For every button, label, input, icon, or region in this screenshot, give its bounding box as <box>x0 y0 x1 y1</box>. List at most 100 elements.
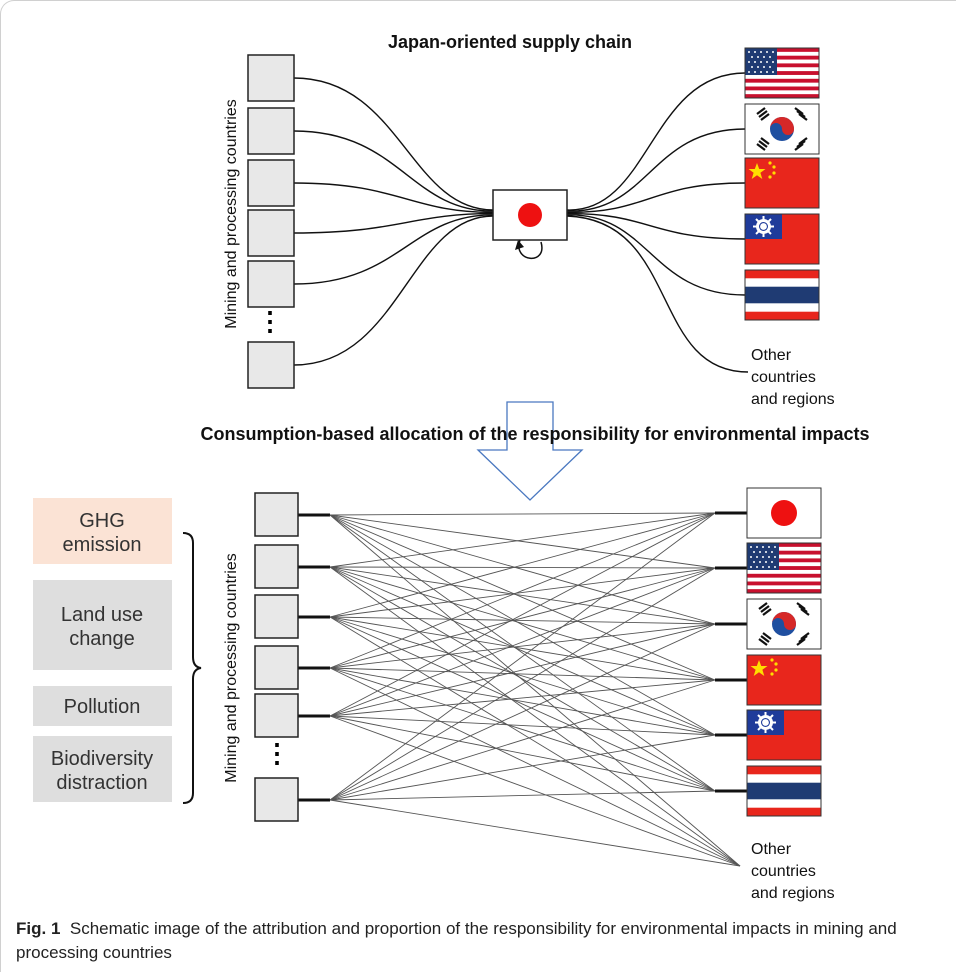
allocation-link <box>329 512 716 516</box>
source-box-2 <box>247 107 295 155</box>
self-loop-arrowhead <box>515 240 524 250</box>
allocation-link <box>329 616 716 681</box>
usa-flag-icon <box>745 48 819 98</box>
allocation-link <box>329 616 716 792</box>
allocation-link <box>329 566 716 681</box>
allocation-link <box>329 512 716 801</box>
supply-link <box>293 215 494 366</box>
china-flag-icon <box>745 158 819 208</box>
impact-label-line2: change <box>69 628 135 650</box>
source-box-4 <box>254 645 299 690</box>
allocation-link <box>329 623 716 717</box>
bottom-title: Consumption-based allocation of the resp… <box>200 424 869 444</box>
bottom-source-boxes <box>254 492 299 822</box>
allocation-link <box>329 734 716 801</box>
allocation-link <box>329 566 716 736</box>
south-korea-flag-icon <box>747 599 821 649</box>
china-flag-icon <box>747 655 821 705</box>
allocation-link <box>329 790 716 801</box>
flag-border <box>746 654 822 706</box>
allocation-link <box>329 667 716 681</box>
bottom-other-line2: countries <box>751 863 816 880</box>
top-title: Japan-oriented supply chain <box>388 32 632 52</box>
allocation-link <box>329 514 716 792</box>
source-box-2 <box>254 544 299 589</box>
flag-border <box>744 157 820 209</box>
top-supply-links <box>293 72 749 373</box>
export-link <box>566 212 746 240</box>
usa-flag-icon <box>747 543 821 593</box>
south-korea-flag-icon <box>745 104 819 154</box>
bottom-other-line3: and regions <box>751 885 835 902</box>
impact-box-3: Pollution <box>33 686 172 726</box>
allocation-link <box>329 512 716 618</box>
allocation-link <box>329 514 716 681</box>
allocation-link <box>329 623 716 669</box>
allocation-link <box>329 567 716 717</box>
bottom-source-label: Mining and processing countries <box>223 553 240 782</box>
flag-border <box>744 103 820 155</box>
impact-label-line2: emission <box>63 534 142 556</box>
supply-link <box>293 77 494 211</box>
allocation-link <box>329 514 716 736</box>
source-box-6 <box>254 777 299 822</box>
japan-flag-icon <box>747 488 821 538</box>
allocation-link <box>329 667 716 792</box>
supply-link <box>293 182 494 214</box>
flag-border <box>746 765 822 817</box>
allocation-link <box>329 799 741 867</box>
bottom-other-line1: Other <box>751 841 792 858</box>
figure-caption: Fig. 1 Schematic image of the attributio… <box>16 917 946 965</box>
impact-label-line2: distraction <box>56 772 147 794</box>
export-link <box>566 128 746 212</box>
self-loop-arrow <box>518 239 543 259</box>
flag-border <box>744 47 820 99</box>
top-destination-flags <box>744 47 820 321</box>
allocation-link <box>329 566 716 625</box>
caption-label: Fig. 1 <box>16 919 61 938</box>
allocation-link <box>329 512 716 717</box>
allocation-link <box>329 514 716 569</box>
export-link <box>566 214 746 296</box>
allocation-link <box>329 616 741 867</box>
allocation-link <box>329 715 741 867</box>
taiwan-flag-icon <box>747 710 821 760</box>
source-box-5 <box>254 693 299 738</box>
source-box-1 <box>254 492 299 537</box>
export-link <box>566 72 746 211</box>
down-arrow-icon <box>476 401 584 501</box>
supply-link <box>293 130 494 212</box>
allocation-link <box>329 616 716 736</box>
allocation-link <box>329 715 716 792</box>
impact-label: Pollution <box>64 696 141 718</box>
flag-border <box>746 487 822 539</box>
taiwan-flag-icon <box>745 214 819 264</box>
japan-hub <box>492 189 568 241</box>
impact-label-line1: Biodiversity <box>51 748 153 770</box>
bottom-destination-flags <box>746 487 822 817</box>
flag-border <box>744 269 820 321</box>
impact-label-line1: GHG <box>79 510 125 532</box>
allocation-link <box>329 567 716 618</box>
flag-border <box>744 213 820 265</box>
allocation-link <box>329 512 716 669</box>
allocation-link <box>329 679 716 717</box>
bottom-ellipsis: ⋮ <box>264 738 290 768</box>
top-source-label: Mining and processing countries <box>223 99 240 328</box>
impact-label-line1: Land use <box>61 604 143 626</box>
source-box-6 <box>247 341 295 389</box>
allocation-link <box>329 566 741 867</box>
allocation-link <box>329 566 716 792</box>
allocation-link <box>329 567 716 669</box>
allocation-link <box>329 514 741 867</box>
supply-link <box>293 214 494 285</box>
supply-chain-diagram: Japan-oriented supply chain Mining and p… <box>33 32 870 902</box>
source-box-3 <box>247 159 295 207</box>
allocation-link <box>329 623 716 801</box>
source-box-1 <box>247 54 295 102</box>
allocation-link <box>329 566 716 569</box>
